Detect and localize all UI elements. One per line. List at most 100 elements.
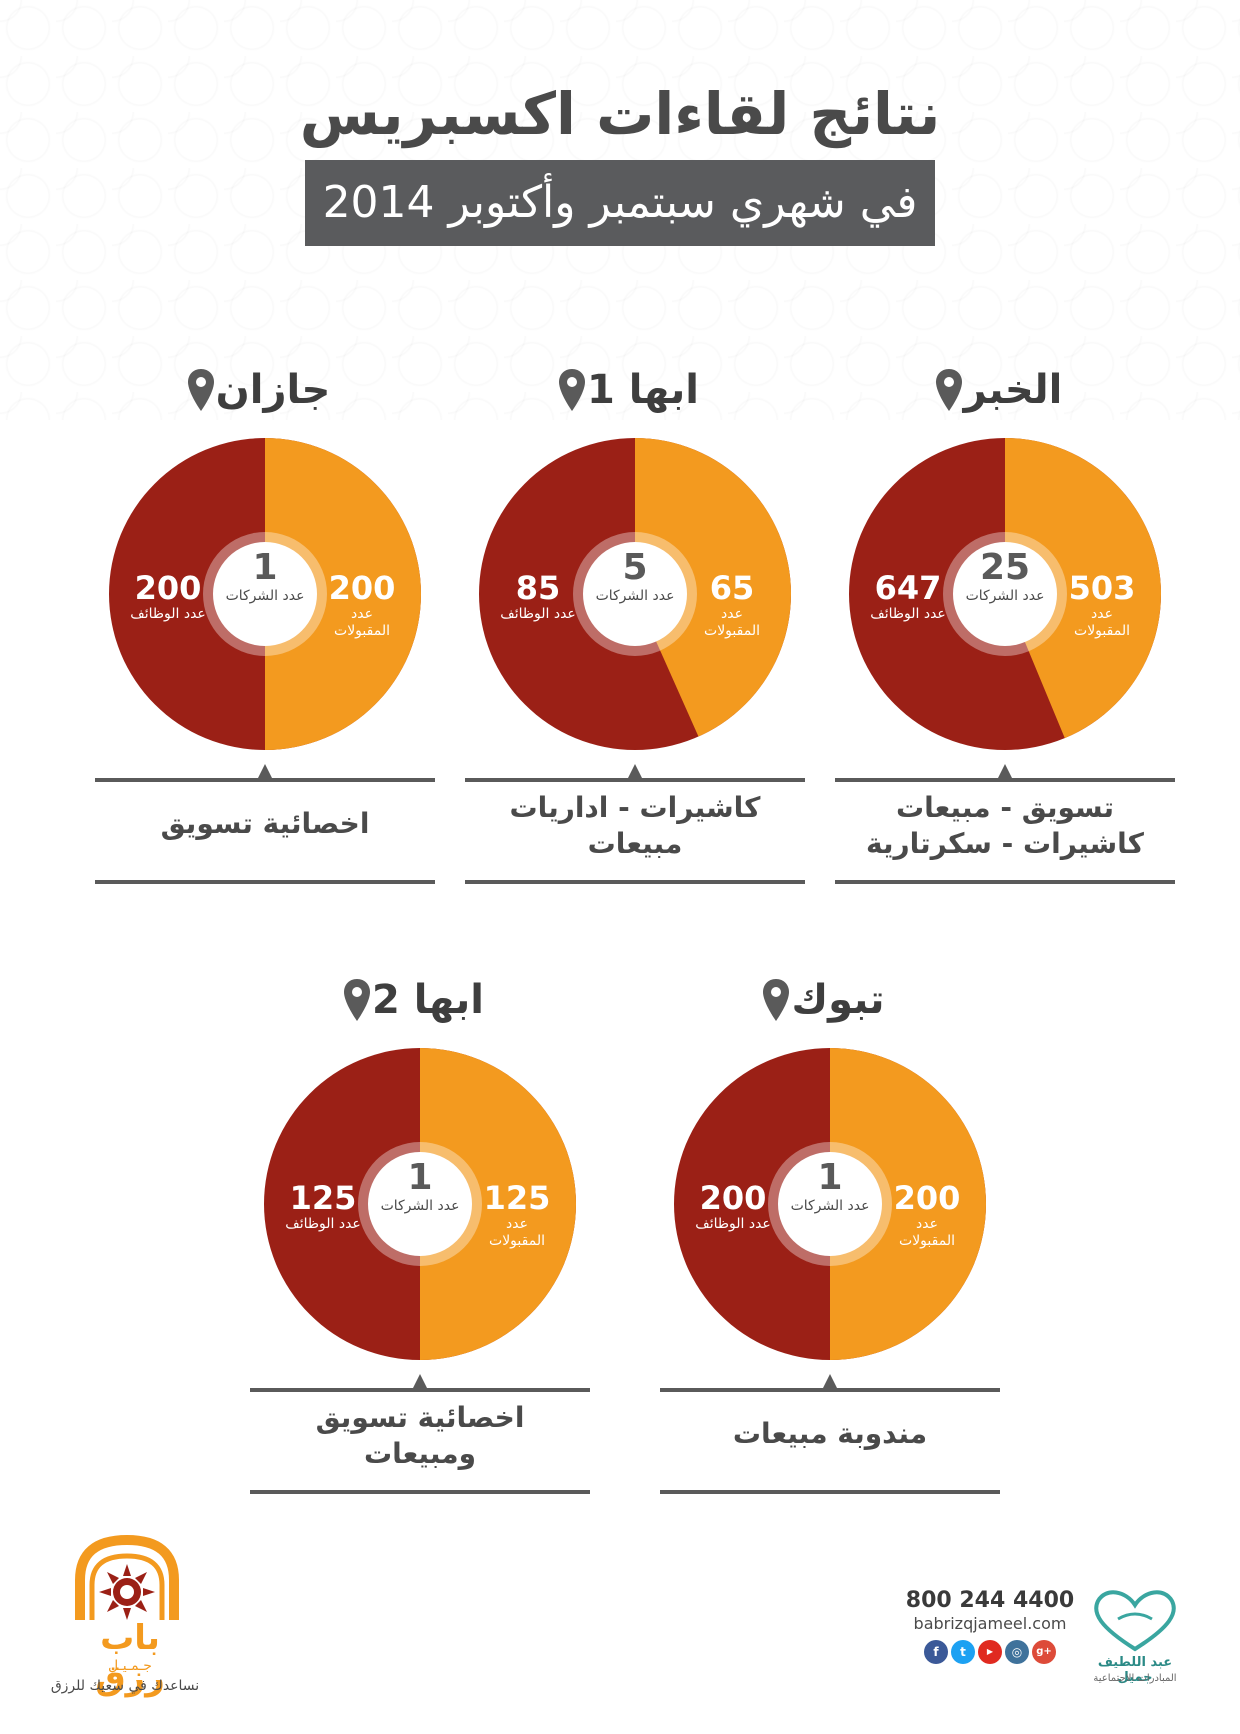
caption-line: اخصائية تسويق xyxy=(160,807,370,840)
accepted-count-value: 125 xyxy=(483,1179,551,1217)
results-donut: 647 عدد الوظائف 503 عدد المقبولات 25 عدد الشر… xyxy=(849,438,1161,750)
page-subtitle: في شهري سبتمبر وأكتوبر 2014 xyxy=(305,160,935,246)
companies-count: 25 عدد الشركات xyxy=(955,548,1055,605)
jobs-count: 647 عدد الوظائف xyxy=(867,570,949,623)
caption-line: كاشيرات - سكرتارية xyxy=(866,827,1144,860)
companies-count-value: 1 xyxy=(407,1157,433,1198)
donut-svg xyxy=(109,438,421,750)
companies-count-value: 1 xyxy=(252,547,278,588)
divider-bottom xyxy=(835,880,1175,884)
results-donut: 200 عدد الوظائف 200 عدد المقبولات 1 عدد الشرك… xyxy=(674,1048,986,1360)
city-block-tabuk: تبوك 200 عدد الوظائف 200 عدد المقبولات 1 عدد ا… xyxy=(660,970,1000,1510)
pointer-triangle xyxy=(628,764,642,778)
caption-line: كاشيرات - اداريات xyxy=(509,791,761,824)
donut-svg xyxy=(849,438,1161,750)
google-plus-icon[interactable]: g+ xyxy=(1032,1640,1056,1664)
location-pin-icon xyxy=(187,369,214,411)
divider-top xyxy=(250,1388,590,1392)
accepted-count: 125 عدد المقبولات xyxy=(476,1180,558,1250)
jobs-count: 85 عدد الوظائف xyxy=(497,570,579,623)
city-label: الخبر xyxy=(835,360,1175,420)
divider-bottom xyxy=(465,880,805,884)
job-types-caption: تسويق - مبيعات كاشيرات - سكرتارية xyxy=(835,790,1175,862)
city-label: ابها 1 xyxy=(465,360,805,420)
pointer-triangle xyxy=(823,1374,837,1388)
donut-svg xyxy=(479,438,791,750)
city-block-jazan: جازان 200 عدد الوظائف 200 عدد المقبولات 1 عدد … xyxy=(95,360,435,900)
city-label: جازان xyxy=(95,360,435,420)
jobs-count-label: عدد الوظائف xyxy=(695,1216,771,1232)
city-name: ابها 1 xyxy=(587,367,699,413)
divider-top xyxy=(95,778,435,782)
city-name: تبوك xyxy=(791,977,885,1023)
jobs-count-value: 200 xyxy=(134,569,202,607)
caption-line: مبيعات xyxy=(587,827,683,860)
accepted-count: 503 عدد المقبولات xyxy=(1061,570,1143,640)
city-label: ابها 2 xyxy=(250,970,590,1030)
city-block-khobar: الخبر 647 عدد الوظائف 503 عدد المقبولات 25 عدد… xyxy=(835,360,1175,900)
location-pin-icon xyxy=(559,369,586,411)
caption-line: اخصائية تسويق xyxy=(315,1401,525,1434)
donut-center xyxy=(583,542,687,646)
companies-count-label: عدد الشركات xyxy=(380,1198,460,1214)
accepted-count-label: عدد المقبولات xyxy=(334,606,390,639)
partner-name: عبد اللطيف جميل xyxy=(1097,1655,1173,1685)
youtube-icon[interactable]: ▶ xyxy=(978,1640,1002,1664)
city-name: جازان xyxy=(215,367,331,413)
companies-count: 1 عدد الشركات xyxy=(370,1158,470,1215)
companies-count-label: عدد الشركات xyxy=(225,588,305,604)
jobs-count: 200 عدد الوظائف xyxy=(692,1180,774,1233)
results-donut: 85 عدد الوظائف 65 عدد المقبولات 5 عدد الشركات xyxy=(479,438,791,750)
companies-count-value: 1 xyxy=(817,1157,843,1198)
bab-rizq-logo: باب رزق جـمـيـل نساعدك في سعيك للرزق xyxy=(40,1530,215,1698)
caption-line: مندوبة مبيعات xyxy=(732,1417,928,1450)
instagram-icon[interactable]: ◎ xyxy=(1005,1640,1029,1664)
donut-svg xyxy=(674,1048,986,1360)
twitter-icon[interactable]: t xyxy=(951,1640,975,1664)
jobs-count-value: 85 xyxy=(515,569,561,607)
accepted-count-label: عدد المقبولات xyxy=(1074,606,1130,639)
results-donut: 125 عدد الوظائف 125 عدد المقبولات 1 عدد الشرك… xyxy=(264,1048,576,1360)
companies-count: 1 عدد الشركات xyxy=(780,1158,880,1215)
city-name: الخبر xyxy=(963,367,1063,413)
brand-tagline: نساعدك في سعيك للرزق xyxy=(50,1678,200,1694)
city-block-abha-2: ابها 2 125 عدد الوظائف 125 عدد المقبولات 1 عدد… xyxy=(250,970,590,1510)
facebook-icon[interactable]: f xyxy=(924,1640,948,1664)
accepted-slice xyxy=(830,1048,986,1360)
website-link[interactable]: babrizqjameel.com xyxy=(913,1614,1067,1633)
jobs-count-label: عدد الوظائف xyxy=(500,606,576,622)
divider-bottom xyxy=(250,1490,590,1494)
city-block-abha-1: ابها 1 85 عدد الوظائف 65 عدد المقبولات 5 عدد ا… xyxy=(465,360,805,900)
accepted-count-value: 200 xyxy=(328,569,396,607)
accepted-slice xyxy=(1005,438,1161,739)
pointer-triangle xyxy=(998,764,1012,778)
heart-icon xyxy=(1094,1590,1176,1652)
companies-count: 5 عدد الشركات xyxy=(585,548,685,605)
companies-count-label: عدد الشركات xyxy=(790,1198,870,1214)
pointer-triangle xyxy=(413,1374,427,1388)
accepted-slice xyxy=(635,438,791,737)
pointer-triangle xyxy=(258,764,272,778)
jobs-count-value: 125 xyxy=(289,1179,357,1217)
job-types-caption: كاشيرات - اداريات مبيعات xyxy=(465,790,805,862)
location-pin-icon xyxy=(935,369,962,411)
accepted-count-value: 200 xyxy=(893,1179,961,1217)
caption-line: ومبيعات xyxy=(363,1437,477,1470)
jobs-count-label: عدد الوظائف xyxy=(130,606,206,622)
job-types-caption: مندوبة مبيعات xyxy=(660,1416,1000,1452)
divider-top xyxy=(835,778,1175,782)
divider-top xyxy=(465,778,805,782)
companies-count-label: عدد الشركات xyxy=(595,588,675,604)
accepted-count: 200 عدد المقبولات xyxy=(321,570,403,640)
jobs-count-value: 647 xyxy=(874,569,942,607)
divider-bottom xyxy=(660,1490,1000,1494)
jobs-count-label: عدد الوظائف xyxy=(285,1216,361,1232)
sun-icon xyxy=(99,1564,155,1620)
donut-svg xyxy=(264,1048,576,1360)
jobs-count-label: عدد الوظائف xyxy=(870,606,946,622)
divider-bottom xyxy=(95,880,435,884)
accepted-count-label: عدد المقبولات xyxy=(899,1216,955,1249)
job-types-caption: اخصائية تسويق xyxy=(95,806,435,842)
brand-name: باب رزق xyxy=(95,1618,165,1698)
companies-count-value: 25 xyxy=(979,547,1031,588)
